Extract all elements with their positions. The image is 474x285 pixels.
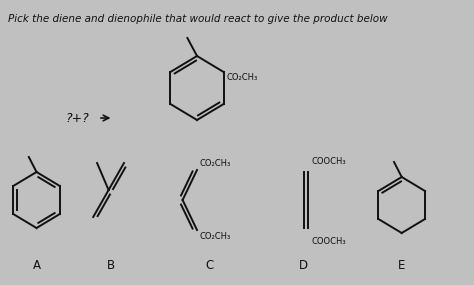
Text: CO₂CH₃: CO₂CH₃: [200, 232, 231, 241]
Text: CO₂CH₃: CO₂CH₃: [227, 72, 258, 82]
Text: C: C: [205, 259, 214, 272]
Text: D: D: [299, 259, 308, 272]
Text: CO₂CH₃: CO₂CH₃: [200, 159, 231, 168]
Text: E: E: [398, 259, 405, 272]
Text: COOCH₃: COOCH₃: [311, 237, 346, 247]
Text: B: B: [107, 259, 115, 272]
Text: ?+?: ?+?: [65, 111, 89, 125]
Text: COOCH₃: COOCH₃: [311, 158, 346, 166]
Text: Pick the diene and dienophile that would react to give the product below: Pick the diene and dienophile that would…: [8, 14, 387, 24]
Text: A: A: [33, 259, 40, 272]
